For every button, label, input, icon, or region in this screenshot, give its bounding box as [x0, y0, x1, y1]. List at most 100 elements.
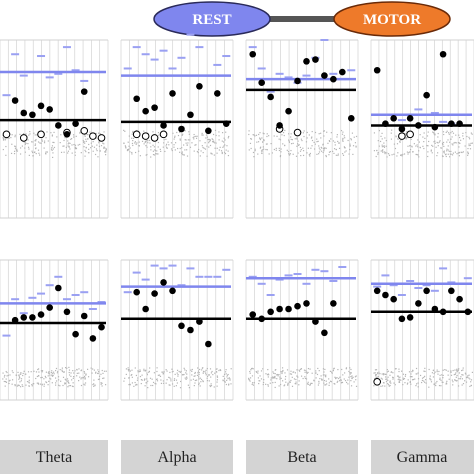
noise-point — [259, 375, 261, 377]
rest-mark — [430, 289, 439, 292]
noise-point — [373, 372, 375, 374]
noise-point — [395, 135, 397, 137]
noise-point — [418, 150, 420, 152]
noise-point — [336, 134, 338, 136]
noise-point — [87, 134, 89, 136]
noise-point — [71, 152, 73, 154]
noise-point — [462, 367, 464, 369]
noise-point — [417, 154, 419, 156]
noise-point — [320, 146, 322, 149]
noise-point — [263, 139, 265, 142]
noise-point — [49, 377, 51, 379]
noise-point — [440, 385, 442, 387]
noise-point — [333, 152, 335, 155]
noise-point — [185, 378, 187, 380]
noise-point — [421, 377, 424, 379]
noise-point — [415, 367, 418, 370]
data-dot — [133, 95, 140, 103]
noise-point — [398, 381, 400, 383]
noise-point — [152, 384, 154, 387]
noise-point — [470, 381, 472, 383]
noise-point — [324, 368, 326, 371]
noise-point — [457, 142, 460, 144]
noise-point — [54, 377, 57, 379]
noise-point — [140, 379, 143, 381]
rest-mark — [347, 69, 356, 72]
noise-point — [16, 148, 18, 151]
noise-point — [200, 378, 203, 381]
noise-point — [173, 144, 175, 146]
noise-point — [267, 373, 269, 375]
noise-point — [131, 373, 133, 376]
noise-point — [162, 146, 164, 148]
noise-point — [126, 149, 129, 151]
noise-point — [381, 373, 383, 375]
noise-point — [336, 381, 338, 383]
noise-point — [196, 150, 198, 153]
noise-point — [322, 143, 324, 145]
noise-point — [384, 152, 386, 155]
noise-point — [125, 373, 127, 376]
noise-point — [91, 372, 93, 374]
data-dot — [214, 90, 221, 97]
noise-point — [296, 369, 298, 371]
noise-point — [72, 382, 74, 384]
noise-point — [254, 135, 256, 137]
noise-point — [90, 147, 92, 149]
noise-point — [170, 148, 173, 150]
noise-point — [38, 371, 40, 373]
noise-point — [128, 148, 130, 150]
data-dot — [448, 120, 455, 127]
noise-point — [455, 376, 457, 378]
noise-point — [63, 139, 65, 142]
rest-mark — [447, 281, 456, 284]
noise-point — [273, 135, 275, 137]
noise-point — [353, 381, 355, 383]
noise-point — [377, 140, 379, 142]
noise-point — [341, 381, 344, 384]
noise-point — [423, 140, 425, 143]
data-dot — [294, 77, 301, 85]
noise-point — [136, 142, 138, 144]
noise-point — [166, 147, 168, 149]
noise-point — [51, 134, 54, 136]
data-dot — [151, 104, 158, 111]
rest-mark — [177, 56, 186, 59]
noise-point — [158, 134, 160, 136]
noise-point — [31, 384, 33, 386]
noise-point — [95, 372, 97, 374]
noise-point — [193, 138, 195, 140]
noise-point — [298, 369, 300, 371]
noise-point — [206, 155, 208, 157]
open-dot — [2, 130, 11, 139]
noise-point — [228, 377, 230, 379]
noise-point — [224, 139, 226, 141]
noise-point — [309, 384, 311, 386]
noise-point — [45, 376, 47, 379]
noise-point — [128, 369, 130, 371]
noise-point — [214, 142, 216, 144]
noise-point — [446, 130, 448, 132]
noise-point — [28, 148, 30, 150]
noise-point — [68, 374, 71, 376]
noise-point — [86, 133, 88, 136]
noise-point — [337, 140, 339, 143]
noise-point — [36, 375, 39, 378]
noise-point — [350, 138, 352, 140]
noise-point — [387, 370, 390, 372]
noise-point — [249, 372, 251, 374]
noise-point — [299, 146, 302, 149]
noise-point — [323, 379, 326, 382]
noise-point — [293, 378, 296, 380]
noise-point — [431, 144, 433, 147]
rest-mark — [88, 308, 97, 310]
noise-point — [87, 376, 90, 378]
noise-point — [131, 369, 133, 371]
noise-point — [412, 369, 414, 371]
noise-point — [225, 131, 227, 133]
data-dot — [321, 72, 328, 79]
noise-point — [216, 368, 218, 370]
noise-point — [325, 384, 327, 386]
noise-point — [157, 141, 160, 144]
noise-point — [410, 138, 412, 141]
